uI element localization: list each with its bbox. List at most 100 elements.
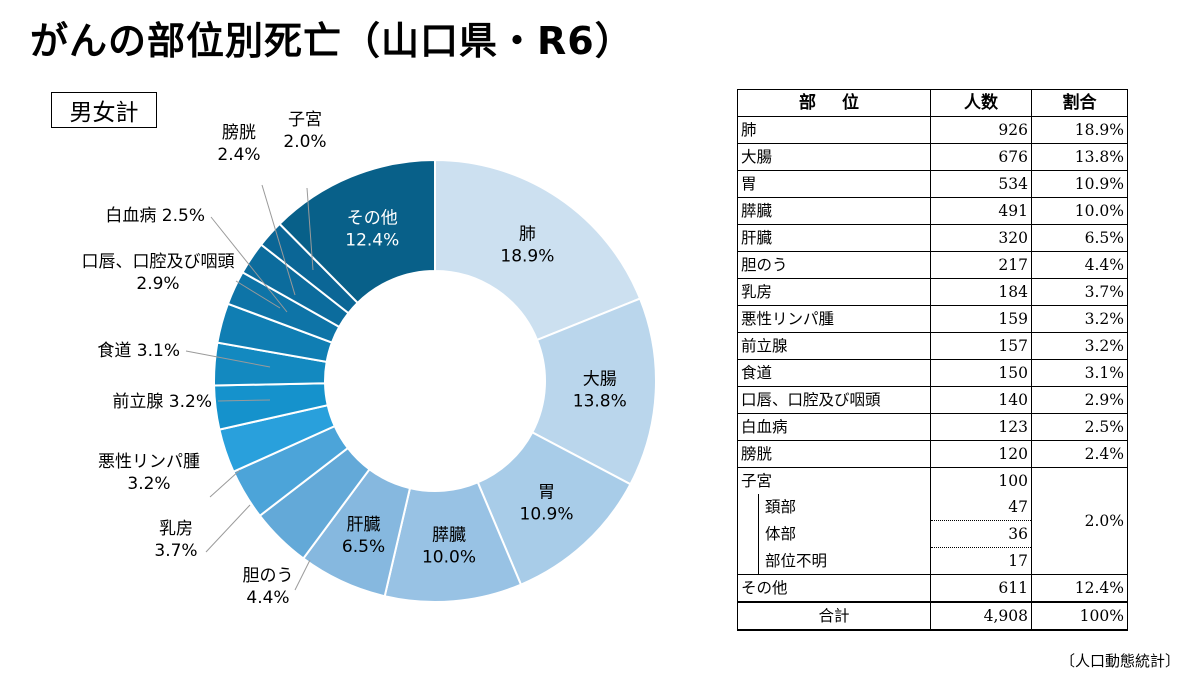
table-row: 食道 150 3.1% — [737, 359, 1128, 387]
subrow-name: 部位不明 — [765, 551, 828, 570]
slice-label-line: 2.9% — [136, 274, 179, 294]
slice-label: 肝臓 6.5% — [342, 515, 385, 557]
row-count: 676 — [930, 143, 1032, 171]
row-count: 217 — [930, 251, 1032, 279]
row-name: 肺 — [737, 116, 931, 144]
row-name: 膵臓 — [737, 197, 931, 225]
slice-label: 子宮 2.0% — [283, 110, 326, 152]
total-count: 4,908 — [930, 601, 1032, 631]
leader-line — [217, 399, 271, 402]
subrow-count: 47 — [930, 494, 1032, 521]
row-pct: 2.0% — [1031, 467, 1128, 575]
row-name: 胆のう — [737, 251, 931, 279]
slice-label: 悪性リンパ腫 3.2% — [98, 452, 200, 494]
table-row: 大腸 676 13.8% — [737, 143, 1128, 171]
row-pct: 10.0% — [1031, 197, 1128, 225]
leader-line — [210, 216, 288, 313]
table-row: 白血病 123 2.5% — [737, 413, 1128, 441]
row-count: 123 — [930, 413, 1032, 441]
slice-label-line: 膀胱 — [222, 123, 256, 143]
row-count: 320 — [930, 224, 1032, 252]
total-name: 合計 — [737, 601, 931, 631]
total-pct: 100% — [1031, 601, 1128, 631]
slice-label: 乳房 3.7% — [154, 519, 197, 561]
slice-label-line: 10.0% — [422, 547, 476, 567]
row-count: 611 — [930, 574, 1032, 603]
slice-label-line: 3.2% — [127, 474, 170, 494]
slice-label: 大腸 13.8% — [573, 370, 627, 412]
slice-label-line: 4.4% — [246, 588, 289, 608]
row-name: 子宮 — [737, 467, 931, 494]
slice-label-line: 2.4% — [217, 145, 260, 165]
slice-label-line: 6.5% — [342, 537, 385, 557]
slice-label: 膵臓 10.0% — [422, 525, 476, 567]
data-table: 部 位 人数 割合 肺 926 18.9% 大腸 676 13.8% 胃 534 10.9%… — [737, 89, 1128, 631]
slice-label-line: 10.9% — [520, 505, 574, 525]
row-pct: 3.2% — [1031, 332, 1128, 360]
subrow-name: 体部 — [765, 524, 797, 543]
table-subrow: 頚部 47 — [737, 494, 1128, 521]
row-pct: 4.4% — [1031, 251, 1128, 279]
slice-label: 胆のう 4.4% — [243, 566, 294, 608]
pie-slice — [530, 297, 657, 486]
slice-label-line: 口唇、口腔及び咽頭 — [82, 252, 235, 272]
slice-label-line: 悪性リンパ腫 — [98, 452, 200, 472]
slice-label: 膀胱 2.4% — [217, 123, 260, 165]
table-row-other: その他 611 12.4% — [737, 574, 1128, 603]
table-row: 口唇、口腔及び咽頭 140 2.9% — [737, 386, 1128, 414]
row-count: 534 — [930, 170, 1032, 198]
row-name: その他 — [737, 574, 931, 603]
slice-label: その他 12.4% — [345, 208, 399, 250]
slice-label: 前立腺 3.2% — [112, 392, 212, 412]
table-row-total: 合計 4,908 100% — [737, 601, 1128, 631]
row-pct: 10.9% — [1031, 170, 1128, 198]
pie-slice — [278, 158, 436, 305]
slice-label-line: 12.4% — [345, 230, 399, 250]
header-count: 人数 — [930, 89, 1032, 117]
table-row: 悪性リンパ腫 159 3.2% — [737, 305, 1128, 333]
table-row: 膵臓 491 10.0% — [737, 197, 1128, 225]
subset-label: 男女計 — [51, 92, 157, 128]
pie-slice — [434, 158, 642, 342]
row-name: 大腸 — [737, 143, 931, 171]
row-count: 184 — [930, 278, 1032, 306]
leader-line — [306, 187, 314, 271]
slice-label: 肺 18.9% — [500, 224, 554, 266]
row-name: 膀胱 — [737, 440, 931, 468]
slice-label-line: 前立腺 3.2% — [112, 392, 212, 412]
slice-label-line: 13.8% — [573, 392, 627, 412]
slice-label-line: 胃 — [538, 483, 555, 503]
leader-line — [209, 469, 241, 498]
slice-label-line: 肺 — [519, 224, 536, 244]
table-subrow: 部位不明 17 — [737, 547, 1128, 575]
slice-label-line: 乳房 — [159, 519, 193, 539]
slice-label-line: 子宮 — [288, 110, 322, 130]
subrow-name: 頚部 — [765, 498, 797, 516]
table-subrow: 体部 36 — [737, 520, 1128, 548]
slice-label-line: 膵臓 — [432, 525, 466, 545]
row-count: 150 — [930, 359, 1032, 387]
row-count: 100 — [930, 467, 1032, 494]
header-pct: 割合 — [1031, 89, 1128, 117]
slice-label-line: その他 — [347, 208, 398, 228]
slice-label: 胃 10.9% — [520, 483, 574, 525]
table-row: 膀胱 120 2.4% — [737, 440, 1128, 468]
row-pct: 3.7% — [1031, 278, 1128, 306]
row-name: 乳房 — [737, 278, 931, 306]
subrow-count: 36 — [930, 520, 1032, 548]
slice-label-line: 肝臓 — [347, 515, 381, 535]
row-pct: 18.9% — [1031, 116, 1128, 144]
table-row: 肝臓 320 6.5% — [737, 224, 1128, 252]
row-pct: 2.5% — [1031, 413, 1128, 441]
slice-label: 口唇、口腔及び咽頭 2.9% — [82, 252, 235, 294]
source-note: 〔人口動態統計〕 — [1059, 652, 1180, 670]
table-row: 肺 926 18.9% — [737, 116, 1128, 144]
slice-label: 食道 3.1% — [97, 341, 180, 361]
leader-line — [185, 350, 271, 368]
row-count: 491 — [930, 197, 1032, 225]
row-name: 前立腺 — [737, 332, 931, 360]
slice-label-line: 大腸 — [583, 370, 617, 390]
row-pct: 6.5% — [1031, 224, 1128, 252]
slice-label-line: 3.7% — [154, 541, 197, 561]
